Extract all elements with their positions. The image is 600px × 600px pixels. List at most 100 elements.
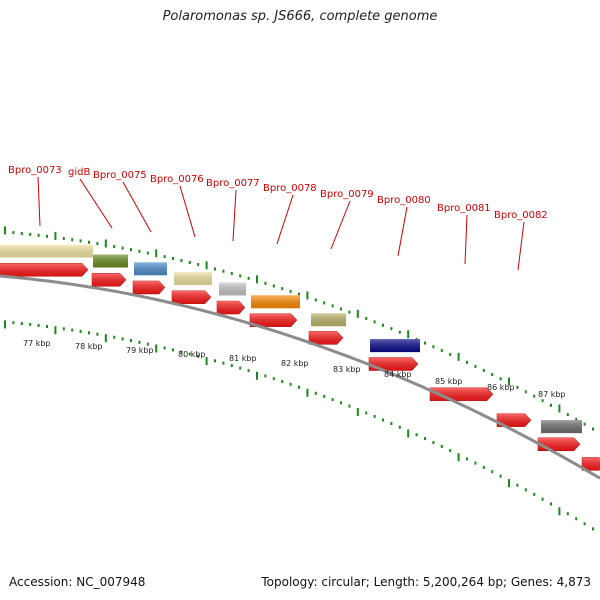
- label-leader-line: [37, 176, 41, 227]
- cds-arrow-shade: [250, 313, 297, 327]
- outer-tick: [113, 245, 116, 249]
- cog-feature-shade: [219, 282, 246, 296]
- inner-tick: [491, 470, 494, 474]
- kbp-label: 85 kbp: [435, 377, 463, 386]
- outer-tick: [62, 236, 65, 240]
- gene-label: Bpro_0073: [8, 165, 62, 176]
- outer-tick: [541, 399, 544, 403]
- gene-label: Bpro_0077: [206, 178, 260, 189]
- inner-tick: [382, 418, 384, 422]
- inner-tick: [457, 453, 460, 462]
- cds-arrow-shade: [217, 301, 245, 315]
- inner-tick: [474, 461, 477, 465]
- gene-label: Bpro_0082: [494, 210, 548, 221]
- outer-tick: [533, 394, 536, 398]
- inner-tick: [172, 348, 174, 352]
- outer-tick: [188, 261, 191, 265]
- inner-tick: [432, 441, 435, 445]
- inner-tick: [331, 398, 334, 402]
- inner-tick: [340, 401, 342, 405]
- outer-tick: [180, 259, 183, 263]
- outer-tick: [382, 323, 384, 327]
- outer-tick-row: [4, 226, 594, 431]
- inner-tick: [390, 422, 393, 426]
- inner-tick-row: [4, 320, 594, 531]
- cds-arrow-shade: [172, 290, 211, 304]
- outer-tick: [138, 249, 141, 253]
- cog-feature-shade: [134, 262, 167, 276]
- cog-feature-shade: [0, 244, 93, 258]
- outer-tick: [306, 291, 309, 300]
- kbp-label: 83 kbp: [333, 365, 361, 374]
- inner-tick: [440, 445, 443, 449]
- label-leader-line: [232, 189, 237, 242]
- outer-tick: [356, 309, 359, 318]
- gene-label: Bpro_0076: [150, 174, 204, 185]
- outer-tick: [104, 239, 107, 248]
- gene-label: Bpro_0079: [320, 189, 374, 200]
- inner-tick: [79, 329, 82, 333]
- outer-tick: [12, 231, 15, 235]
- outer-tick: [348, 310, 351, 314]
- outer-tick: [172, 257, 174, 261]
- outer-tick: [432, 345, 435, 349]
- label-leader-line: [397, 206, 408, 257]
- gene-label: gidB: [68, 167, 90, 178]
- genome-backbone: [0, 274, 600, 480]
- label-leader-line: [79, 178, 113, 229]
- outer-tick: [390, 327, 393, 331]
- outer-tick: [4, 226, 6, 235]
- inner-tick: [516, 483, 519, 487]
- inner-tick: [113, 335, 116, 339]
- outer-tick: [331, 304, 334, 308]
- inner-tick: [424, 437, 426, 441]
- inner-tick: [264, 374, 267, 378]
- outer-tick: [230, 271, 233, 275]
- label-leader-line: [122, 181, 152, 233]
- inner-tick: [256, 371, 258, 380]
- inner-tick: [46, 325, 48, 329]
- outer-tick: [29, 232, 32, 236]
- inner-tick: [247, 369, 250, 373]
- outer-tick: [121, 246, 124, 250]
- kbp-label-group: 77 kbp 78 kbp 79 kbp 80 kbp 81 kbp 82 kbp 83 k…: [23, 339, 566, 399]
- cds-arrow-shade: [309, 331, 343, 345]
- outer-tick: [37, 233, 40, 237]
- outer-tick: [130, 248, 132, 252]
- label-leader-lines: [37, 176, 525, 271]
- cog-feature-track: [0, 244, 582, 434]
- outer-tick: [20, 231, 23, 235]
- inner-tick: [54, 326, 57, 335]
- inner-tick: [146, 342, 149, 346]
- outer-tick: [491, 373, 494, 377]
- outer-tick: [222, 269, 225, 273]
- inner-tick: [62, 327, 65, 331]
- cog-feature-shade: [93, 254, 128, 268]
- outer-tick: [365, 317, 368, 321]
- inner-tick: [138, 340, 141, 344]
- inner-tick: [222, 361, 225, 365]
- outer-tick: [163, 255, 166, 259]
- inner-tick: [482, 465, 485, 469]
- outer-tick: [373, 320, 376, 324]
- outer-tick: [499, 377, 502, 381]
- outer-tick: [281, 287, 284, 291]
- outer-tick: [272, 284, 275, 288]
- inner-tick: [298, 385, 300, 389]
- outer-tick: [96, 242, 99, 246]
- kbp-label: 87 kbp: [538, 390, 566, 399]
- label-leader-line: [179, 185, 196, 238]
- kbp-label: 86 kbp: [487, 383, 515, 392]
- map-title: Polaromonas sp. JS666, complete genome: [162, 9, 438, 24]
- cog-feature-shade: [370, 339, 420, 353]
- inner-tick: [121, 337, 124, 341]
- cds-arrow-shade: [582, 457, 600, 471]
- outer-tick: [457, 352, 460, 361]
- outer-tick: [566, 413, 569, 417]
- outer-tick: [247, 276, 250, 280]
- inner-tick: [575, 517, 578, 521]
- inner-tick: [524, 488, 527, 492]
- inner-tick: [566, 512, 569, 516]
- inner-tick: [205, 356, 208, 365]
- outer-tick: [524, 390, 527, 394]
